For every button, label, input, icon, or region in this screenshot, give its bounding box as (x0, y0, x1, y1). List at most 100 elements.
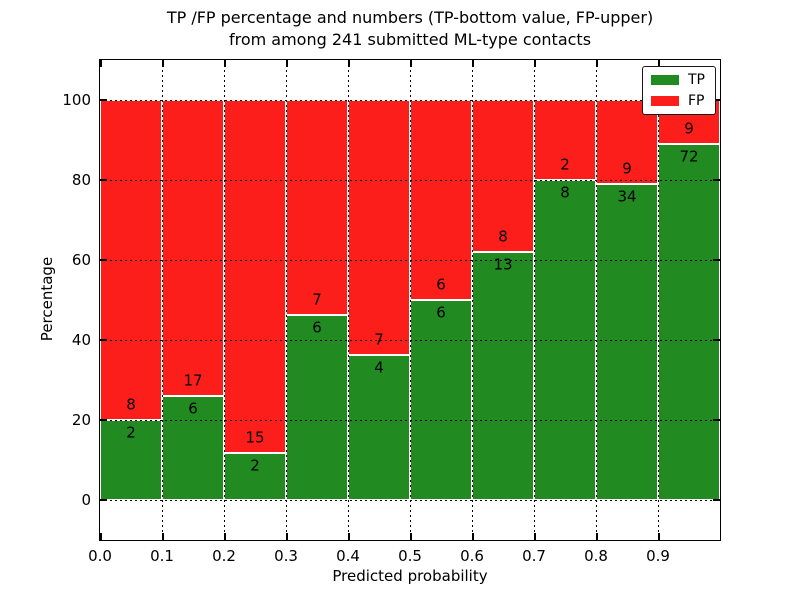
x-tick-mark-top (224, 60, 226, 67)
x-tick-label: 0.8 (584, 547, 608, 565)
tp-bar-segment (348, 354, 410, 500)
x-tick-mark-top (286, 60, 288, 67)
chart-title-line2: from among 241 submitted ML-type contact… (228, 30, 592, 49)
y-tick-label: 20 (71, 411, 91, 429)
tp-bar-segment (472, 252, 534, 500)
y-tick-label: 80 (71, 171, 91, 189)
fp-count-label: 2 (560, 155, 570, 174)
fp-count-label: 6 (436, 275, 446, 294)
x-gridline (471, 60, 473, 540)
x-gridline (595, 60, 597, 540)
fp-count-label: 17 (183, 371, 203, 390)
y-tick-label: 60 (71, 251, 91, 269)
x-tick-mark (534, 533, 536, 540)
tp-count-label: 2 (126, 423, 136, 442)
x-tick-label: 0.0 (88, 547, 112, 565)
fp-bar-segment (224, 100, 286, 453)
fp-legend-label: FP (688, 93, 705, 109)
fp-count-label: 8 (126, 395, 136, 414)
x-tick-label: 0.7 (522, 547, 546, 565)
fp-count-label: 7 (312, 290, 322, 309)
legend-item-tp: TP (651, 73, 705, 87)
chart-title: TP /FP percentage and numbers (TP-bottom… (100, 7, 720, 51)
x-tick-label: 0.3 (274, 547, 298, 565)
x-tick-mark (348, 533, 350, 540)
x-tick-mark-top (162, 60, 164, 67)
y-tick-mark (100, 99, 107, 101)
x-tick-mark (596, 533, 598, 540)
y-tick-mark-right (713, 499, 720, 501)
tp-count-label: 72 (679, 147, 699, 166)
x-tick-label: 0.2 (212, 547, 236, 565)
fp-count-label: 9 (684, 119, 694, 138)
y-axis-label: Percentage (38, 256, 56, 342)
tp-legend-label: TP (688, 72, 705, 88)
tp-count-label: 6 (312, 318, 322, 337)
fp-bar-segment (286, 100, 348, 316)
x-tick-mark-top (534, 60, 536, 67)
x-tick-mark (410, 533, 412, 540)
y-tick-label: 0 (81, 491, 91, 509)
fp-bar-segment (472, 100, 534, 253)
y-tick-mark (100, 419, 107, 421)
x-tick-label: 0.9 (646, 547, 670, 565)
x-tick-mark (162, 533, 164, 540)
legend-item-fp: FP (651, 94, 705, 108)
x-gridline (347, 60, 349, 540)
chart-title-line1: TP /FP percentage and numbers (TP-bottom… (166, 8, 654, 27)
tp-count-label: 8 (560, 183, 570, 202)
y-tick-mark (100, 179, 107, 181)
x-tick-mark (472, 533, 474, 540)
x-gridline (533, 60, 535, 540)
tp-bar-segment (596, 183, 658, 500)
fp-count-label: 15 (245, 428, 265, 447)
x-tick-mark-top (410, 60, 412, 67)
x-axis-label: Predicted probability (332, 567, 488, 585)
fp-bar-segment (534, 100, 596, 180)
x-tick-mark-top (472, 60, 474, 67)
tp-bar-segment (100, 420, 162, 500)
x-tick-label: 0.6 (460, 547, 484, 565)
y-tick-mark (100, 499, 107, 501)
x-gridline (285, 60, 287, 540)
y-tick-label: 100 (62, 91, 91, 109)
tp-bar-segment (162, 395, 224, 500)
y-tick-mark (100, 259, 107, 261)
x-tick-mark-top (348, 60, 350, 67)
fp-bar-segment (162, 100, 224, 396)
tp-bar-segment (658, 144, 720, 500)
x-gridline (223, 60, 225, 540)
plot-area: TP FP 8 2 17 6 15 2 7 6 7 4 6 6 8 13 2 8 9 34 9 72 0.0 0.1 0.2… (62, 59, 721, 565)
y-tick-mark (100, 339, 107, 341)
y-tick-mark-right (713, 99, 720, 101)
x-tick-mark-top (596, 60, 598, 67)
tp-bar-segment (410, 300, 472, 500)
tp-count-label: 34 (617, 187, 637, 206)
y-tick-mark-right (713, 419, 720, 421)
y-tick-mark-right (713, 179, 720, 181)
tp-count-label: 6 (436, 303, 446, 322)
tp-legend-swatch (651, 75, 679, 85)
x-gridline (161, 60, 163, 540)
y-tick-label: 40 (71, 331, 91, 349)
fp-bar-segment (348, 100, 410, 355)
tp-count-label: 2 (250, 456, 260, 475)
x-tick-mark-top (658, 60, 660, 67)
x-gridline (657, 60, 659, 540)
fp-legend-swatch (651, 96, 679, 106)
tp-count-label: 4 (374, 358, 384, 377)
tp-count-label: 6 (188, 399, 198, 418)
x-tick-mark (658, 533, 660, 540)
legend: TP FP (642, 66, 716, 115)
x-tick-mark (286, 533, 288, 540)
x-tick-mark (224, 533, 226, 540)
fp-count-label: 7 (374, 330, 384, 349)
x-tick-mark-top (100, 60, 102, 67)
x-gridline (409, 60, 411, 540)
x-tick-label: 0.4 (336, 547, 360, 565)
x-tick-label: 0.1 (150, 547, 174, 565)
fp-count-label: 9 (622, 159, 632, 178)
tp-bar-segment (286, 315, 348, 500)
x-tick-label: 0.5 (398, 547, 422, 565)
y-tick-mark-right (713, 339, 720, 341)
